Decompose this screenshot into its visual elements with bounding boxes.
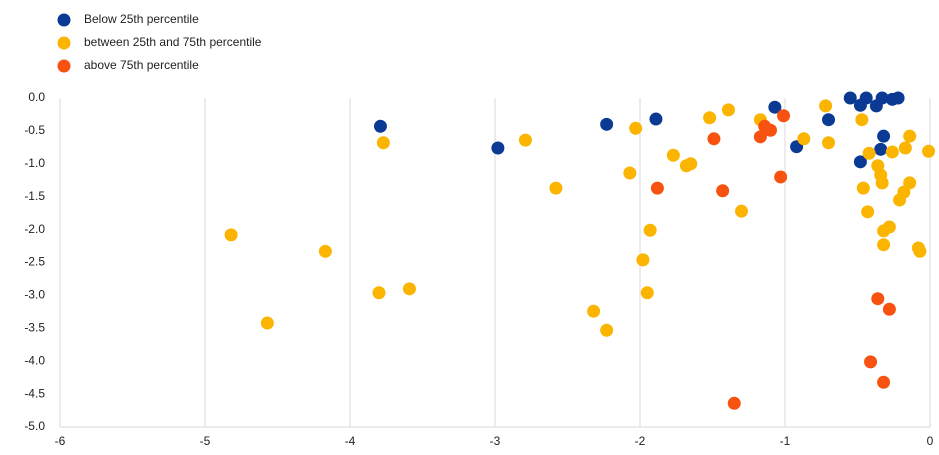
point	[372, 286, 386, 300]
point	[877, 375, 891, 389]
point	[877, 238, 891, 252]
x-tick-label: -6	[55, 434, 66, 448]
point	[707, 132, 721, 146]
y-tick-label: -1.0	[24, 156, 45, 170]
point	[903, 129, 917, 143]
point	[629, 121, 643, 135]
point	[636, 253, 650, 267]
point	[716, 184, 730, 198]
y-tick-label: -2.0	[24, 222, 45, 236]
point	[861, 205, 875, 219]
y-tick-label: -3.5	[24, 320, 45, 334]
point	[600, 117, 614, 131]
point	[822, 113, 835, 127]
point	[903, 176, 917, 190]
point	[649, 112, 663, 126]
point	[373, 119, 387, 133]
x-tick-label: 0	[927, 434, 934, 448]
x-tick-label: -3	[490, 434, 501, 448]
point	[623, 166, 637, 180]
point	[891, 91, 905, 105]
point	[882, 220, 896, 234]
point	[882, 302, 896, 316]
point	[600, 323, 614, 337]
point	[376, 136, 390, 150]
legend-label: between 25th and 75th percentile	[84, 35, 262, 49]
point	[727, 396, 741, 410]
point	[855, 113, 869, 127]
legend-marker	[57, 59, 71, 73]
y-tick-label: -4.0	[24, 353, 45, 367]
point	[721, 103, 735, 117]
point	[684, 157, 698, 171]
point	[922, 144, 936, 158]
legend-label: above 75th percentile	[84, 58, 199, 72]
y-tick-label: -1.5	[24, 189, 45, 203]
y-tick-label: -3.0	[24, 288, 45, 302]
point	[768, 100, 782, 114]
point	[853, 155, 867, 169]
point	[862, 146, 876, 160]
point	[898, 141, 912, 155]
point	[764, 123, 777, 137]
point	[913, 244, 927, 258]
point	[643, 223, 657, 237]
y-tick-label: -4.5	[24, 386, 45, 400]
point	[518, 133, 532, 147]
point	[797, 132, 811, 146]
x-tick-label: -5	[200, 434, 211, 448]
legend-marker	[57, 13, 71, 27]
point	[864, 355, 878, 369]
point	[859, 91, 873, 105]
point	[650, 181, 664, 195]
point	[871, 292, 885, 306]
point	[885, 145, 899, 159]
x-tick-label: -1	[780, 434, 791, 448]
point	[735, 204, 748, 218]
legend-marker	[57, 36, 71, 50]
point	[587, 304, 601, 318]
point	[874, 142, 888, 156]
x-tick-label: -2	[635, 434, 646, 448]
point	[549, 181, 563, 195]
y-tick-label: -2.5	[24, 255, 45, 269]
point	[402, 282, 416, 296]
legend-label: Below 25th percentile	[84, 12, 199, 26]
point	[819, 99, 833, 113]
point	[753, 130, 767, 144]
point	[491, 141, 505, 155]
x-tick-label: -4	[345, 434, 356, 448]
point	[875, 91, 889, 105]
point	[774, 170, 788, 184]
point	[856, 181, 870, 195]
point	[875, 176, 889, 190]
point	[640, 286, 654, 300]
point	[843, 91, 857, 105]
point	[703, 111, 717, 125]
point	[822, 136, 835, 150]
point	[877, 129, 891, 143]
point	[777, 109, 791, 123]
point	[260, 316, 274, 330]
point	[318, 244, 332, 258]
point	[224, 228, 238, 242]
y-tick-label: -5.0	[24, 419, 45, 433]
y-tick-label: 0.0	[28, 90, 45, 104]
y-tick-label: -0.5	[24, 123, 45, 137]
point	[666, 148, 680, 162]
